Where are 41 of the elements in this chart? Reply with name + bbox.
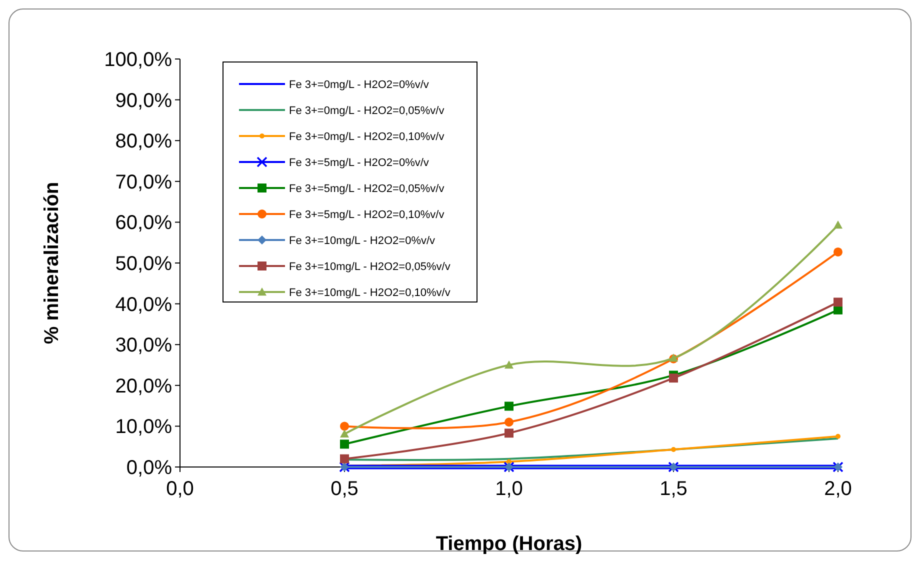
y-tick-label: 70,0% [115, 171, 172, 194]
point [834, 247, 842, 256]
y-tick-label: 90,0% [115, 90, 172, 112]
legend-label: Fe 3+=10mg/L - H2O2=0%v/v [289, 234, 436, 247]
x-tick-label: 0,0 [166, 478, 194, 500]
point [340, 454, 349, 464]
y-tick-label: 20,0% [115, 375, 172, 398]
point [836, 434, 840, 439]
y-tick-label: 100,0% [104, 49, 172, 71]
legend-label: Fe 3+=10mg/L - H2O2=0,10%v/v [289, 286, 451, 299]
point [834, 220, 842, 229]
y-tick-label: 0,0% [126, 457, 172, 479]
x-tick-label: 2,0 [824, 478, 852, 500]
legend-label: Fe 3+=5mg/L - H2O2=0%v/v [289, 156, 430, 169]
point [340, 429, 349, 438]
legend-label: Fe 3+=0mg/L - H2O2=0%v/v [289, 78, 430, 91]
x-tick-label: 0,5 [330, 478, 358, 500]
legend-label: Fe 3+=0mg/L - H2O2=0,05%v/v [289, 104, 445, 117]
point [504, 428, 514, 438]
x-tick-label: 1,0 [495, 478, 523, 500]
y-tick-label: 60,0% [115, 212, 172, 234]
y-tick-label: 10,0% [115, 416, 172, 438]
point [669, 374, 678, 383]
y-tick-label: 50,0% [115, 253, 172, 275]
point [340, 422, 349, 431]
x-tick-label: 1,5 [660, 478, 688, 500]
legend-label: Fe 3+=0mg/L - H2O2=0,10%v/v [289, 130, 445, 143]
point [504, 402, 514, 411]
point [834, 298, 842, 307]
point [671, 446, 676, 452]
legend-label: Fe 3+=5mg/L - H2O2=0,10%v/v [289, 208, 445, 221]
x-axis-title: Tiempo (Horas) [436, 533, 582, 555]
y-tick-label: 80,0% [115, 130, 172, 153]
y-tick-label: 30,0% [115, 334, 172, 357]
point [504, 418, 514, 427]
y-tick-label: 40,0% [115, 294, 172, 316]
point [504, 360, 514, 369]
y-axis-title: % mineralización [41, 182, 63, 344]
legend-label: Fe 3+=5mg/L - H2O2=0,05%v/v [289, 182, 445, 195]
point [340, 440, 349, 449]
legend-label: Fe 3+=10mg/L - H2O2=0,05%v/v [289, 260, 451, 273]
